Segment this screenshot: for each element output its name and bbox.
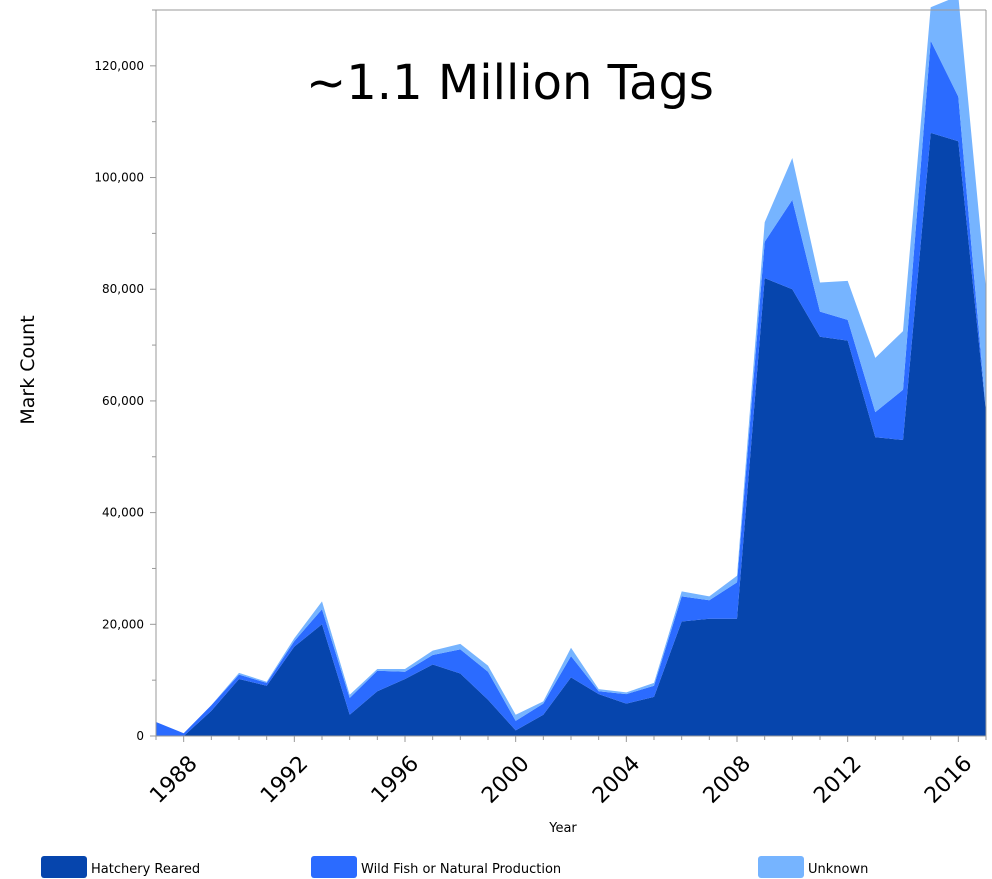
legend-item-hatchery-reared: Hatchery Reared [41,856,200,878]
x-tick-label: 2016 [920,751,977,808]
legend-label-wild-fish: Wild Fish or Natural Production [361,862,562,877]
x-tick-label: 2012 [809,751,866,808]
x-tick-label: 1992 [256,751,313,808]
x-axis-title: Year [548,821,577,836]
legend-label-unknown: Unknown [808,862,869,877]
y-tick-label: 80,000 [102,282,144,296]
y-tick-label: 120,000 [94,59,144,73]
area-series-group [156,0,986,736]
legend-swatch-hatchery-reared [41,856,87,878]
legend-swatch-unknown [758,856,804,878]
legend-item-unknown: Unknown [758,856,868,878]
area-series-0 [156,132,986,736]
x-tick-label: 2008 [699,751,756,808]
y-tick-label: 40,000 [102,506,144,520]
chart-annotation: ~1.1 Million Tags [306,55,714,111]
legend-item-wild-fish: Wild Fish or Natural Production [311,856,561,878]
legend-swatch-wild-fish [311,856,357,878]
x-axis-ticks: 1988 1992 1996 2000 2004 2008 2012 2016 [145,736,987,809]
x-tick-label: 2000 [477,751,534,808]
x-tick-label: 1996 [367,751,424,808]
y-tick-label: 60,000 [102,394,144,408]
y-axis-ticks: 0 20,000 40,000 60,000 80,000 100,000 120,000 [94,9,156,743]
legend-label-hatchery-reared: Hatchery Reared [91,862,201,877]
legend: Hatchery Reared Wild Fish or Natural Pro… [0,852,992,879]
y-axis-title: Mark Count [17,315,39,424]
y-tick-label: 100,000 [94,171,144,185]
x-tick-label: 1988 [145,751,202,808]
y-tick-label: 0 [136,729,144,743]
y-tick-label: 20,000 [102,617,144,631]
x-tick-label: 2004 [588,751,645,808]
